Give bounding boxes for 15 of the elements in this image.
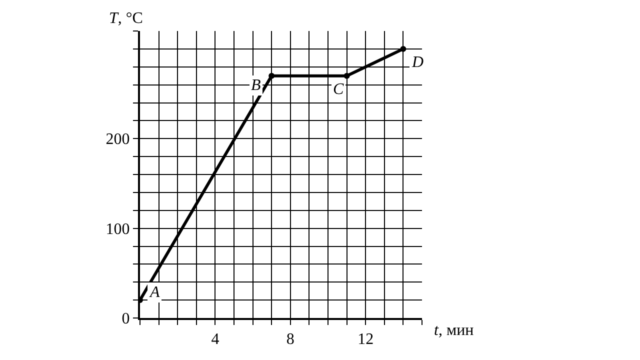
point (268, 72, 275, 79)
annotation: A (149, 284, 160, 301)
y-axis-title: T, °C (109, 10, 143, 27)
annotation: D (411, 54, 424, 71)
point (400, 46, 406, 52)
annotation: C (333, 81, 344, 98)
y-tick-label: 0 (122, 310, 130, 328)
x-tick-label: 12 (358, 331, 374, 348)
x-tick-label: 8 (286, 331, 294, 348)
y-tick-label: 100 (106, 220, 130, 238)
annotation: B (251, 77, 261, 94)
y-tick-label: 200 (106, 131, 130, 148)
x-tick-label: 4 (211, 331, 220, 348)
x-axis-title: t, мин (434, 322, 474, 339)
point (344, 72, 350, 79)
